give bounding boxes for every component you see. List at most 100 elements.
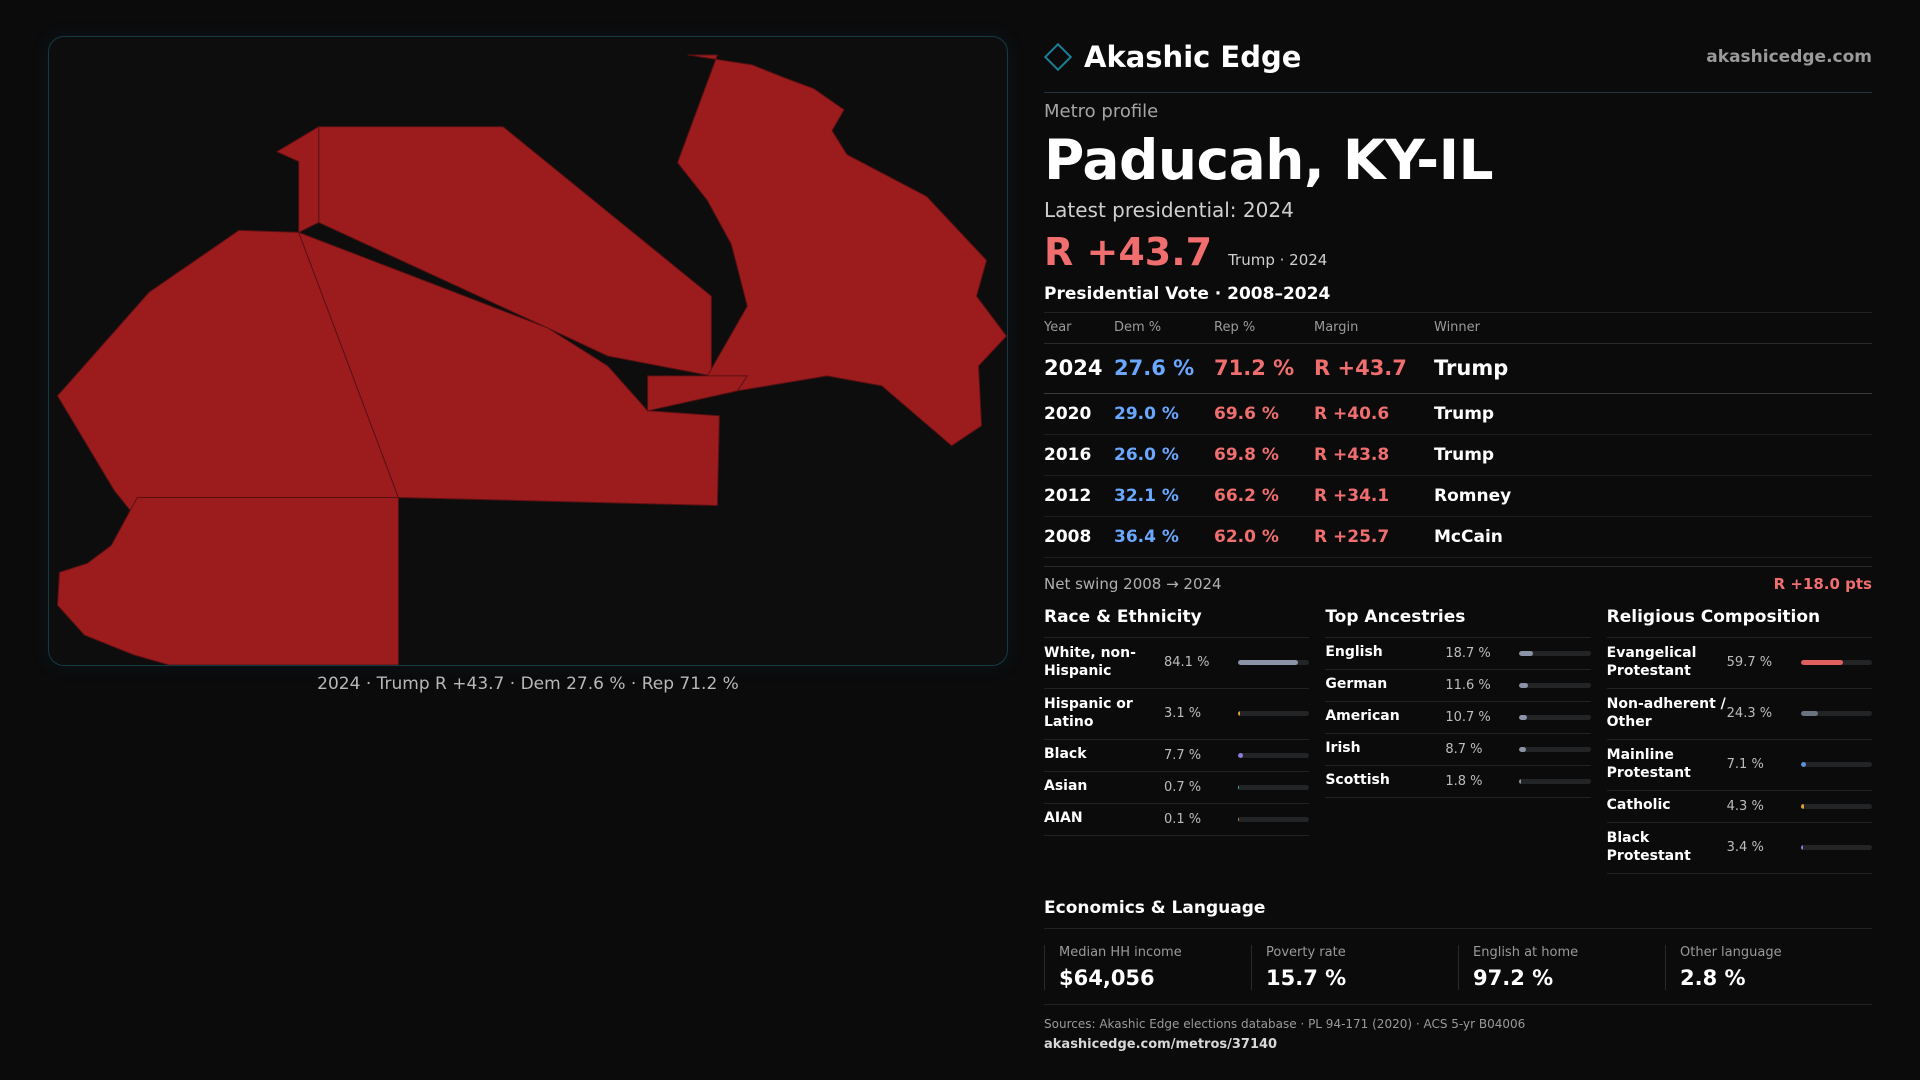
ancestry-row: American 10.7 % xyxy=(1325,702,1591,734)
row-winner: Trump xyxy=(1434,434,1872,476)
row-rep: 71.2 % xyxy=(1214,343,1314,394)
metro-map xyxy=(48,36,1008,666)
race-bar-fill xyxy=(1238,660,1298,665)
row-margin: R +40.6 xyxy=(1314,393,1434,435)
religion-bar-fill xyxy=(1800,711,1818,716)
ancestry-row: Scottish 1.8 % xyxy=(1325,766,1591,798)
econ-poverty-rate: Poverty rate 15.7 % xyxy=(1251,944,1458,990)
page-kicker: Metro profile xyxy=(1044,101,1159,122)
race-row: White, non-Hispanic 84.1 % xyxy=(1044,638,1310,689)
row-dem: 29.0 % xyxy=(1114,393,1214,435)
county-shape[interactable] xyxy=(647,375,749,412)
row-margin: R +43.8 xyxy=(1314,434,1434,476)
row-dem: 36.4 % xyxy=(1114,516,1214,558)
race-value: 0.7 % xyxy=(1164,779,1202,795)
race-row: AIAN 0.1 % xyxy=(1044,804,1310,836)
religion-label: Black Protestant xyxy=(1606,830,1691,864)
row-dem: 26.0 % xyxy=(1114,434,1214,476)
ancestry-label: American xyxy=(1325,708,1400,725)
site-url[interactable]: akashicedge.com xyxy=(1706,47,1872,67)
row-winner: Trump xyxy=(1434,393,1872,435)
row-year: 2012 xyxy=(1044,475,1114,517)
religion-bar-fill xyxy=(1800,845,1804,850)
county-shape[interactable] xyxy=(275,125,320,234)
ancestry-row: German 11.6 % xyxy=(1325,670,1591,702)
econ-label: Median HH income xyxy=(1059,944,1182,960)
county-shape[interactable] xyxy=(676,54,1007,447)
econ-median-income: Median HH income $64,056 xyxy=(1044,944,1251,990)
map-caption: 2024 · Trump R +43.7 · Dem 27.6 % · Rep … xyxy=(317,674,739,694)
county-shape[interactable] xyxy=(56,497,399,665)
race-row: Asian 0.7 % xyxy=(1044,772,1310,804)
race-bar-fill xyxy=(1238,752,1244,758)
header: Akashic Edge akashicedge.com xyxy=(1043,34,1872,93)
sources-url[interactable]: akashicedge.com/metros/37140 xyxy=(1044,1036,1278,1052)
county-shape[interactable] xyxy=(318,126,712,377)
ancestry-bar-fill xyxy=(1519,778,1521,784)
religion-value: 24.3 % xyxy=(1726,706,1773,721)
race-row: Black 7.7 % xyxy=(1044,740,1310,772)
religion-value: 7.1 % xyxy=(1726,757,1764,772)
table-row: 2008 36.4 % 62.0 % R +25.7 McCain xyxy=(1044,516,1872,558)
ancestry-value: 8.7 % xyxy=(1445,741,1483,757)
econ-label: English at home xyxy=(1473,944,1579,960)
ancestry-bar-fill xyxy=(1519,714,1527,720)
economics-section-title: Economics & Language xyxy=(1044,898,1872,929)
religion-bar-fill xyxy=(1800,660,1844,665)
religion-row: Catholic 4.3 % xyxy=(1606,791,1872,823)
row-margin: R +34.1 xyxy=(1314,475,1434,517)
race-bar-fill xyxy=(1238,784,1239,790)
ancestry-label: Irish xyxy=(1325,740,1361,757)
race-value: 0.1 % xyxy=(1164,811,1202,827)
profile-panel: Akashic Edge akashicedge.com Metro profi… xyxy=(1043,34,1872,1052)
race-label: Hispanic or Latino xyxy=(1044,696,1133,730)
ancestry-label: English xyxy=(1325,644,1383,661)
sources-note: Sources: Akashic Edge elections database… xyxy=(1044,1016,1526,1031)
ancestry-bar xyxy=(1519,650,1591,656)
row-rep: 69.6 % xyxy=(1214,393,1314,435)
religion-value: 4.3 % xyxy=(1726,798,1764,814)
county-map-svg xyxy=(56,54,1007,665)
col-header-margin: Margin xyxy=(1314,313,1434,344)
religion-bar xyxy=(1800,711,1872,716)
col-header-rep: Rep % xyxy=(1214,313,1314,344)
race-label: Black xyxy=(1044,746,1087,763)
econ-label: Other language xyxy=(1680,944,1782,960)
race-label: AIAN xyxy=(1044,810,1083,827)
race-row: Hispanic or Latino 3.1 % xyxy=(1044,689,1310,740)
ancestry-bar xyxy=(1519,714,1591,720)
row-rep: 66.2 % xyxy=(1214,475,1314,517)
row-winner: Trump xyxy=(1434,343,1872,394)
row-margin: R +43.7 xyxy=(1314,343,1434,394)
row-year: 2020 xyxy=(1044,393,1114,435)
econ-value: 15.7 % xyxy=(1266,965,1347,990)
economics-section: Economics & Language Median HH income $6… xyxy=(1044,898,1872,1005)
ancestry-row: Irish 8.7 % xyxy=(1325,734,1591,766)
econ-value: 97.2 % xyxy=(1473,965,1554,990)
diamond-logo-icon xyxy=(1043,42,1073,72)
brand-name: Akashic Edge xyxy=(1084,40,1302,74)
race-bar-fill xyxy=(1238,816,1239,822)
econ-label: Poverty rate xyxy=(1266,944,1346,960)
religion-bar xyxy=(1800,845,1872,850)
religion-row: Mainline Protestant 7.1 % xyxy=(1606,740,1872,791)
race-value: 3.1 % xyxy=(1164,706,1202,721)
race-bar xyxy=(1238,711,1310,716)
ancestry-bar xyxy=(1519,746,1591,752)
county-shape[interactable] xyxy=(297,231,720,507)
race-label: Asian xyxy=(1044,778,1088,795)
net-swing: Net swing 2008 → 2024 R +18.0 pts xyxy=(1044,565,1872,593)
economics-grid: Median HH income $64,056 Poverty rate 15… xyxy=(1044,944,1872,1005)
religion-bar xyxy=(1800,660,1872,665)
col-header-winner: Winner xyxy=(1434,313,1872,344)
brand[interactable]: Akashic Edge xyxy=(1043,40,1302,74)
county-shapes xyxy=(56,54,1007,665)
religion-bar xyxy=(1800,762,1872,767)
race-bar xyxy=(1238,660,1310,665)
demographics: Race & Ethnicity White, non-Hispanic 84.1… xyxy=(1044,607,1872,874)
race-label: White, non-Hispanic xyxy=(1044,645,1136,679)
religion-label: Evangelical Protestant xyxy=(1606,645,1697,679)
religion-bar xyxy=(1800,803,1872,809)
religion-bar-fill xyxy=(1800,762,1806,767)
vote-section-title: Presidential Vote · 2008–2024 xyxy=(1044,284,1872,313)
